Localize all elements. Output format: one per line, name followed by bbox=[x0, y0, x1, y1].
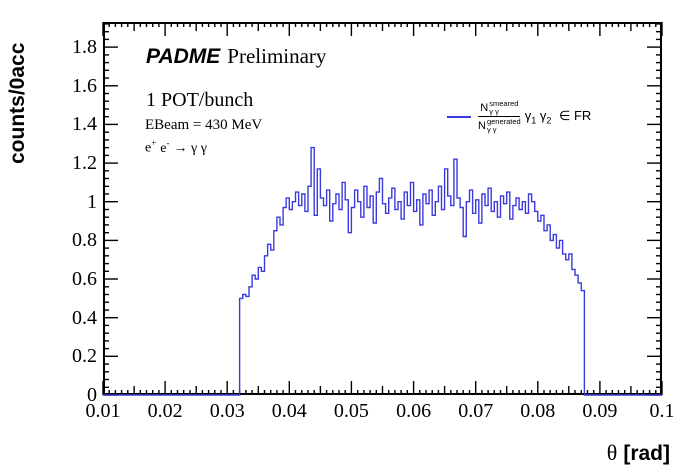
x-tick-label: 0.09 bbox=[582, 400, 618, 422]
y-tick-label: 1.8 bbox=[72, 36, 97, 59]
experiment-name: PADME bbox=[146, 45, 221, 68]
x-axis-title: θ [rad] bbox=[607, 440, 670, 466]
y-tick-label: 1.4 bbox=[72, 113, 97, 136]
denominator-base: N bbox=[478, 119, 486, 132]
y-axis-title: counts/0acc bbox=[6, 42, 29, 164]
legend-fraction: N smeared γ γ N generated γ γ bbox=[478, 100, 521, 133]
numerator-scripts: smeared γ γ bbox=[489, 100, 518, 115]
denominator-superscript: generated bbox=[486, 117, 521, 126]
x-tick-label: 0.04 bbox=[271, 400, 307, 422]
plot-svg bbox=[102, 22, 663, 396]
legend-fraction-denominator: N generated γ γ bbox=[478, 117, 521, 133]
legend: N smeared γ γ N generated γ γ γ1 γ2 ∈ FR bbox=[447, 100, 591, 133]
preliminary-label: Preliminary bbox=[227, 44, 327, 68]
x-tick-label: 0.02 bbox=[147, 400, 183, 422]
y-tick-label: 0 bbox=[87, 384, 97, 406]
legend-line-swatch bbox=[447, 115, 471, 118]
y-tick-label: 1 bbox=[87, 190, 97, 213]
pot-label: 1 POT/bunch bbox=[146, 89, 254, 111]
x-tick-label: 0.01 bbox=[85, 400, 121, 422]
denominator-subscript: γ γ bbox=[486, 124, 497, 134]
y-tick-label: 0.8 bbox=[72, 229, 97, 252]
process-label: e+ e- → γ γ bbox=[145, 138, 207, 157]
denominator-scripts: generated γ γ bbox=[487, 118, 521, 133]
numerator-superscript: smeared bbox=[489, 99, 519, 108]
gamma1-symbol: γ bbox=[524, 107, 532, 123]
membership-text: ∈ FR bbox=[559, 107, 592, 123]
y-tick-label: 1.6 bbox=[72, 74, 97, 97]
process-e-minus: e bbox=[160, 140, 167, 156]
legend-suffix: γ1 γ2 ∈ FR bbox=[525, 108, 592, 126]
x-axis-title-unit: [rad] bbox=[623, 442, 670, 465]
x-axis-title-symbol: θ bbox=[606, 440, 618, 465]
process-minus-sup: - bbox=[166, 138, 170, 148]
numerator-subscript: γ γ bbox=[489, 106, 499, 116]
process-e-plus: e bbox=[145, 140, 152, 156]
x-tick-label: 0.05 bbox=[333, 400, 369, 422]
x-tick-label: 0.08 bbox=[520, 400, 556, 422]
process-final-state: → γ γ bbox=[173, 140, 207, 156]
y-tick-label: 1.2 bbox=[72, 152, 97, 175]
gamma2-symbol: γ bbox=[539, 107, 547, 123]
numerator-base: N bbox=[480, 101, 489, 114]
y-tick-label: 0.2 bbox=[72, 345, 97, 368]
process-plus-sup: + bbox=[151, 138, 157, 148]
legend-fraction-numerator: N smeared γ γ bbox=[478, 100, 521, 117]
y-tick-label: 0.4 bbox=[72, 306, 97, 329]
x-tick-label: 0.03 bbox=[209, 400, 245, 422]
experiment-label-row: PADME Preliminary bbox=[146, 44, 326, 69]
ebeam-label: EBeam = 430 MeV bbox=[145, 117, 263, 133]
x-tick-label: 0.06 bbox=[396, 400, 432, 422]
plot-frame bbox=[102, 22, 663, 396]
gamma1-index: 1 bbox=[531, 115, 537, 126]
x-tick-label: 0.07 bbox=[458, 400, 494, 422]
y-tick-label: 0.6 bbox=[72, 268, 97, 290]
x-tick-label: 0.1 bbox=[649, 400, 675, 422]
gamma2-index: 2 bbox=[546, 115, 552, 126]
